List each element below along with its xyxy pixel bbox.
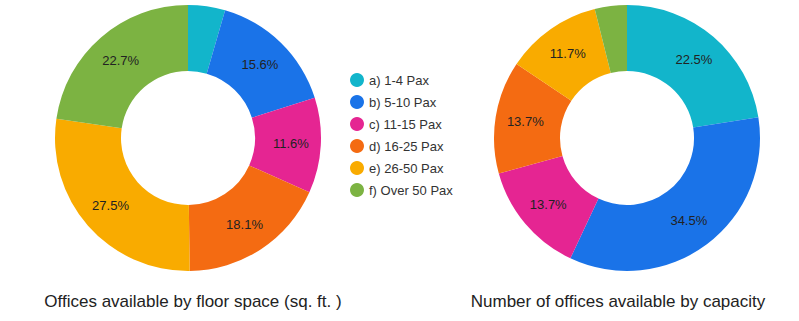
svg-text:c) 11-15 Pax: c) 11-15 Pax xyxy=(369,117,442,132)
svg-text:Offices available by floor spa: Offices available by floor space (sq. ft… xyxy=(44,292,341,311)
svg-text:22.5%: 22.5% xyxy=(675,52,712,67)
svg-text:11.6%: 11.6% xyxy=(273,136,309,151)
svg-text:13.7%: 13.7% xyxy=(530,197,567,212)
svg-text:d) 16-25 Pax: d) 16-25 Pax xyxy=(369,139,444,154)
svg-text:22.7%: 22.7% xyxy=(102,53,139,68)
svg-text:15.6%: 15.6% xyxy=(241,57,278,72)
svg-text:27.5%: 27.5% xyxy=(92,198,129,213)
svg-text:a) 1-4 Pax: a) 1-4 Pax xyxy=(369,73,429,88)
svg-text:b) 5-10 Pax: b) 5-10 Pax xyxy=(369,95,437,110)
svg-text:11.7%: 11.7% xyxy=(550,46,586,61)
svg-text:13.7%: 13.7% xyxy=(507,114,544,129)
svg-text:18.1%: 18.1% xyxy=(226,217,263,232)
svg-text:e) 26-50 Pax: e) 26-50 Pax xyxy=(369,161,444,176)
svg-text:Number of offices available by: Number of offices available by capacity xyxy=(471,292,766,311)
svg-text:34.5%: 34.5% xyxy=(670,213,707,228)
svg-text:f) Over 50 Pax: f) Over 50 Pax xyxy=(369,183,453,198)
